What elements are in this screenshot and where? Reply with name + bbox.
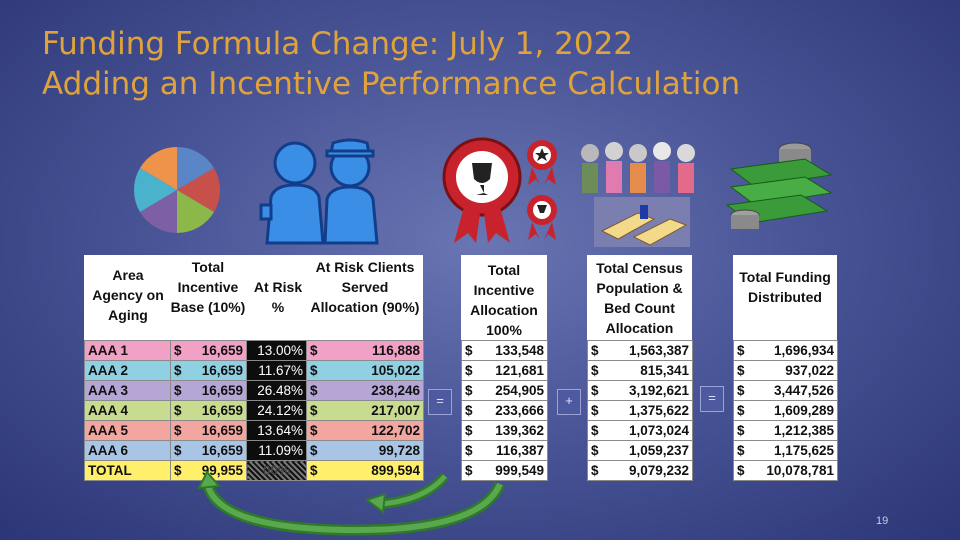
table-row: $1,375,622 [587, 400, 693, 421]
base-cell: $16,659 [170, 420, 247, 441]
area-cell: AAA 5 [84, 420, 171, 441]
curved-arrow-icon [197, 470, 506, 536]
table-row: AAA 2 $16,659 11.67% $105,022 [84, 360, 424, 381]
title-line-2: Adding an Incentive Performance Calculat… [42, 66, 741, 102]
table-row: $815,341 [587, 360, 693, 381]
area-cell: AAA 6 [84, 440, 171, 461]
table-row: $133,548 [461, 340, 548, 361]
alloc-cell: $122,702 [306, 420, 424, 441]
table-row: $3,447,526 [733, 380, 838, 401]
pct-cell: 11.09% [246, 440, 307, 461]
header-incentive-base: Total Incentive Base (10%) [170, 259, 246, 315]
area-cell: AAA 2 [84, 360, 171, 381]
header-at-risk-pct: At Risk % [253, 279, 303, 315]
pct-cell: 13.64% [246, 420, 307, 441]
table-row: $1,696,934 [733, 340, 838, 361]
alloc-cell: $105,022 [306, 360, 424, 381]
table-row: AAA 4 $16,659 24.12% $217,007 [84, 400, 424, 421]
pct-cell: 11.67% [246, 360, 307, 381]
base-cell: $16,659 [170, 440, 247, 461]
alloc-cell: $899,594 [306, 460, 424, 481]
header-area-agency: Area Agency on Aging [92, 267, 164, 323]
pct-cell: 00% [246, 460, 307, 481]
table-row: $1,609,289 [733, 400, 838, 421]
table-row: $1,175,625 [733, 440, 838, 461]
base-cell: $16,659 [170, 380, 247, 401]
pct-cell: 26.48% [246, 380, 307, 401]
area-cell: TOTAL [84, 460, 171, 481]
table-row-total: $999,549 [461, 460, 548, 481]
table-row: AAA 1 $16,659 13.00% $116,888 [84, 340, 424, 361]
header-census-allocation: Total Census Population & Bed Count Allo… [596, 260, 683, 336]
table-row: $1,073,024 [587, 420, 693, 441]
table-row: AAA 5 $16,659 13.64% $122,702 [84, 420, 424, 441]
area-cell: AAA 1 [84, 340, 171, 361]
table-row: $1,212,385 [733, 420, 838, 441]
table-row: $1,563,387 [587, 340, 693, 361]
people-icon [259, 138, 379, 245]
funding-distributed-table: $1,696,934 $937,022 $3,447,526 $1,609,28… [733, 340, 838, 481]
table-row: $254,905 [461, 380, 548, 401]
pie-chart-icon [133, 146, 221, 234]
pct-cell: 13.00% [246, 340, 307, 361]
table-row: AAA 3 $16,659 26.48% $238,246 [84, 380, 424, 401]
table-row: $116,387 [461, 440, 548, 461]
alloc-cell: $217,007 [306, 400, 424, 421]
incentive-allocation-table: $133,548 $121,681 $254,905 $233,666 $139… [461, 340, 548, 481]
header-clients-served: At Risk Clients Served Allocation (90%) [310, 259, 420, 315]
equals-operator: = [428, 389, 452, 415]
elderly-group-icon [581, 142, 695, 247]
plus-operator: + [557, 389, 581, 415]
table-row: $937,022 [733, 360, 838, 381]
page-number: 19 [876, 515, 889, 527]
alloc-cell: $99,728 [306, 440, 424, 461]
header-incentive-allocation: Total Incentive Allocation 100% [470, 262, 538, 338]
table-row: $233,666 [461, 400, 548, 421]
money-stack-icon [725, 142, 833, 229]
base-cell: $99,955 [170, 460, 247, 481]
allocation-table: AAA 1 $16,659 13.00% $116,888 AAA 2 $16,659 1… [84, 340, 424, 481]
table-row: $139,362 [461, 420, 548, 441]
table-row: AAA 6 $16,659 11.09% $99,728 [84, 440, 424, 461]
award-ribbon-icon [442, 137, 557, 243]
pct-cell: 24.12% [246, 400, 307, 421]
table-row-total: $9,079,232 [587, 460, 693, 481]
area-cell: AAA 4 [84, 400, 171, 421]
table-row: $121,681 [461, 360, 548, 381]
slide-title: Funding Formula Change: July 1, 2022 Add… [42, 24, 740, 104]
table-row: $1,059,237 [587, 440, 693, 461]
base-cell: $16,659 [170, 400, 247, 421]
header-funding-distributed: Total Funding Distributed [739, 269, 831, 305]
table-row-total: $10,078,781 [733, 460, 838, 481]
base-cell: $16,659 [170, 360, 247, 381]
census-allocation-table: $1,563,387 $815,341 $3,192,621 $1,375,62… [587, 340, 693, 481]
table-row: $3,192,621 [587, 380, 693, 401]
equals-operator: = [700, 386, 724, 412]
title-line-1: Funding Formula Change: July 1, 2022 [42, 26, 634, 62]
area-cell: AAA 3 [84, 380, 171, 401]
alloc-cell: $238,246 [306, 380, 424, 401]
base-cell: $16,659 [170, 340, 247, 361]
alloc-cell: $116,888 [306, 340, 424, 361]
table-row-total: TOTAL $99,955 00% $899,594 [84, 460, 424, 481]
